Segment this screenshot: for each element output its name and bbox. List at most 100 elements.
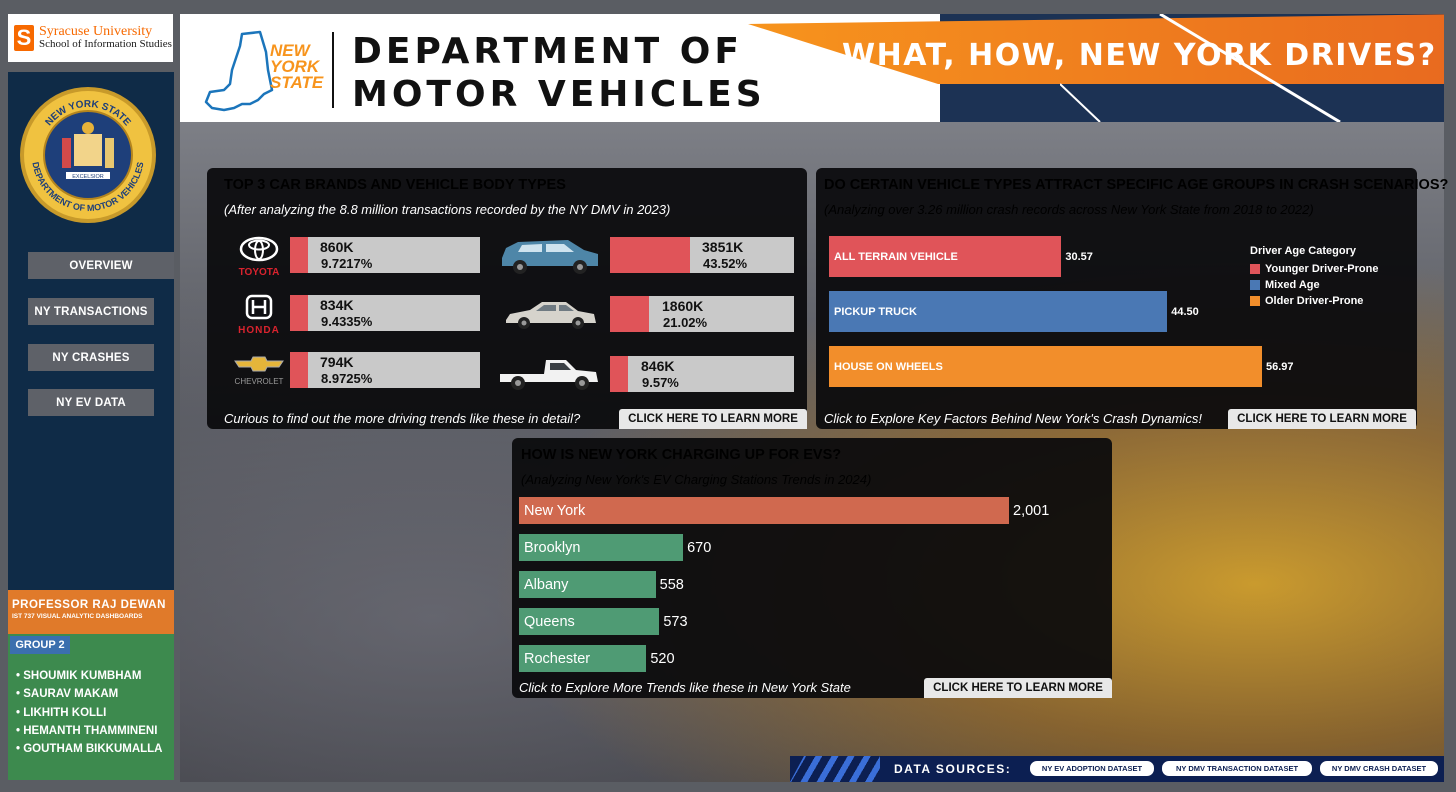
legend-item: Older Driver-Prone <box>1250 293 1379 309</box>
member-item: • GOUTHAM BIKKUMALLA <box>16 743 163 756</box>
chart-bar: Brooklyn <box>519 534 684 561</box>
chevrolet-logo: CHEVROLET <box>228 356 290 390</box>
member-item: • SAURAV MAKAM <box>16 688 119 701</box>
dmv-crash-dataset-link[interactable]: NY DMV CRASH DATASET <box>1320 761 1438 776</box>
school-name: School of Information Studies <box>39 38 172 50</box>
ev-panel-subtitle: (Analyzing New York's EV Charging Statio… <box>521 472 872 487</box>
honda-icon <box>245 294 273 320</box>
footer-stripes <box>790 756 880 782</box>
member-item: • HEMANTH THAMMINENI <box>16 724 158 737</box>
type-bar-pickup: 846K 9.57% <box>610 356 794 392</box>
brand-value: 794K <box>320 354 354 370</box>
nav-transactions-button[interactable]: NY TRANSACTIONS <box>28 298 154 325</box>
legend-item: Younger Driver-Prone <box>1250 261 1379 277</box>
crash-footer-text: Click to Explore Key Factors Behind New … <box>824 411 1202 426</box>
brand-pct: 8.9725% <box>321 371 373 386</box>
pickup-icon <box>500 360 598 390</box>
member-item: • LIKHITH KOLLI <box>16 706 107 719</box>
toyota-logo: TOYOTA <box>232 236 286 278</box>
chart-bar: Queens <box>519 608 660 635</box>
type-pct: 43.52% <box>703 256 748 271</box>
chart-value-label: 56.97 <box>1266 360 1294 373</box>
chart-value-label: 573 <box>663 613 688 630</box>
chart-value-label: 30.57 <box>1065 250 1093 263</box>
chart-bar: Rochester <box>519 645 647 672</box>
member-list: • SHOUMIK KUMBHAM • SAURAV MAKAM • LIKHI… <box>16 670 163 761</box>
toyota-icon <box>239 236 279 262</box>
brand-bar-honda: 834K 9.4335% <box>290 295 480 331</box>
chevrolet-bowtie-icon <box>234 356 284 372</box>
chart-bar: HOUSE ON WHEELS <box>829 346 1262 387</box>
legend-title: Driver Age Category <box>1250 245 1356 257</box>
chart-bar: PICKUP TRUCK <box>829 291 1168 332</box>
crash-learn-more-button[interactable]: CLICK HERE TO LEARN MORE <box>1228 409 1416 429</box>
su-logo-letter: S <box>14 25 34 51</box>
dashboard-tagline: WHAT, HOW, NEW YORK DRIVES? <box>842 38 1437 73</box>
header-banner <box>180 14 1444 122</box>
ev-panel-title: HOW IS NEW YORK CHARGING UP FOR EVS? <box>521 447 842 463</box>
chart-bar: ALL TERRAIN VEHICLE <box>829 236 1062 277</box>
chart-value-label: 520 <box>650 650 675 667</box>
professor-name: PROFESSOR RAJ DEWAN <box>12 599 166 611</box>
brands-panel-title: TOP 3 CAR BRANDS AND VEHICLE BODY TYPES <box>224 177 566 193</box>
brand-value: 860K <box>320 239 354 255</box>
professor-banner: PROFESSOR RAJ DEWAN IST 737 VISUAL ANALY… <box>8 590 174 634</box>
university-name: Syracuse University <box>39 24 153 39</box>
header-divider <box>332 32 334 108</box>
ev-bar-chart: New York 2,001 Brooklyn 670 Albany 558 Queens 5… <box>519 497 1099 673</box>
brand-pct: 9.7217% <box>321 256 373 271</box>
type-bar-fill <box>610 237 691 273</box>
ev-footer-text: Click to Explore More Trends like these … <box>519 680 851 695</box>
nav-ev-data-button[interactable]: NY EV DATA <box>28 389 154 416</box>
suv-icon <box>502 240 598 274</box>
type-pct: 21.02% <box>663 315 708 330</box>
syracuse-logo: S Syracuse University School of Informat… <box>8 14 173 62</box>
chart-bar: Albany <box>519 571 656 598</box>
legend-swatch <box>1250 296 1260 306</box>
group-panel <box>8 634 174 780</box>
crash-bar-chart: ALL TERRAIN VEHICLE 30.57 PICKUP TRUCK 44.5… <box>829 236 1389 390</box>
brand-bar-fill <box>290 237 309 273</box>
brands-panel-subtitle: (After analyzing the 8.8 million transac… <box>224 202 671 217</box>
brands-learn-more-button[interactable]: CLICK HERE TO LEARN MORE <box>619 409 807 429</box>
type-value: 846K <box>641 358 675 374</box>
nys-wordmark: NEW YORK STATE <box>270 41 324 92</box>
type-bar-fill <box>610 356 628 392</box>
crash-panel-title: DO CERTAIN VEHICLE TYPES ATTRACT SPECIFI… <box>824 177 1449 193</box>
chart-value-label: 2,001 <box>1013 502 1050 519</box>
header-stripes <box>1060 14 1341 122</box>
nys-map-icon <box>204 30 274 112</box>
svg-text:EXCELSIOR: EXCELSIOR <box>72 174 104 180</box>
type-bar-fill <box>610 296 649 332</box>
crash-panel-subtitle: (Analyzing over 3.26 million crash recor… <box>824 202 1314 217</box>
ev-adoption-dataset-link[interactable]: NY EV ADOPTION DATASET <box>1030 761 1154 776</box>
legend-item: Mixed Age <box>1250 277 1379 293</box>
chart-value-label: 558 <box>659 576 684 593</box>
data-sources-label: DATA SOURCES: <box>894 762 1012 776</box>
type-bar-suv: 3851K 43.52% <box>610 237 794 273</box>
crash-legend: Driver Age Category Younger Driver-Prone… <box>1250 245 1379 309</box>
nav-crashes-button[interactable]: NY CRASHES <box>28 344 154 371</box>
brands-footer-text: Curious to find out the more driving tre… <box>224 411 581 426</box>
brand-value: 834K <box>320 297 354 313</box>
course-name: IST 737 VISUAL ANALYTIC DASHBOARDS <box>12 613 143 620</box>
brand-bar-fill <box>290 295 308 331</box>
brand-bar-toyota: 860K 9.7217% <box>290 237 480 273</box>
chart-value-label: 670 <box>687 539 712 556</box>
legend-swatch <box>1250 280 1260 290</box>
group-label: GROUP 2 <box>10 636 70 654</box>
dept-title: DEPARTMENT OF MOTOR VEHICLES <box>352 31 766 115</box>
legend-swatch <box>1250 264 1260 274</box>
nys-dmv-seal: NEW YORK STATE DEPARTMENT OF MOTOR VEHIC… <box>20 87 156 223</box>
ev-learn-more-button[interactable]: CLICK HERE TO LEARN MORE <box>924 678 1112 698</box>
sedan-icon <box>506 302 596 329</box>
type-pct: 9.57% <box>642 375 679 390</box>
dmv-transaction-dataset-link[interactable]: NY DMV TRANSACTION DATASET <box>1162 761 1312 776</box>
nav-overview-button[interactable]: OVERVIEW <box>28 252 174 279</box>
brand-bar-chevrolet: 794K 8.9725% <box>290 352 480 388</box>
chart-value-label: 44.50 <box>1171 305 1199 318</box>
brand-pct: 9.4335% <box>321 314 373 329</box>
chart-bar: New York <box>519 497 1009 524</box>
type-bar-sedan: 1860K 21.02% <box>610 296 794 332</box>
type-value: 3851K <box>702 239 744 255</box>
